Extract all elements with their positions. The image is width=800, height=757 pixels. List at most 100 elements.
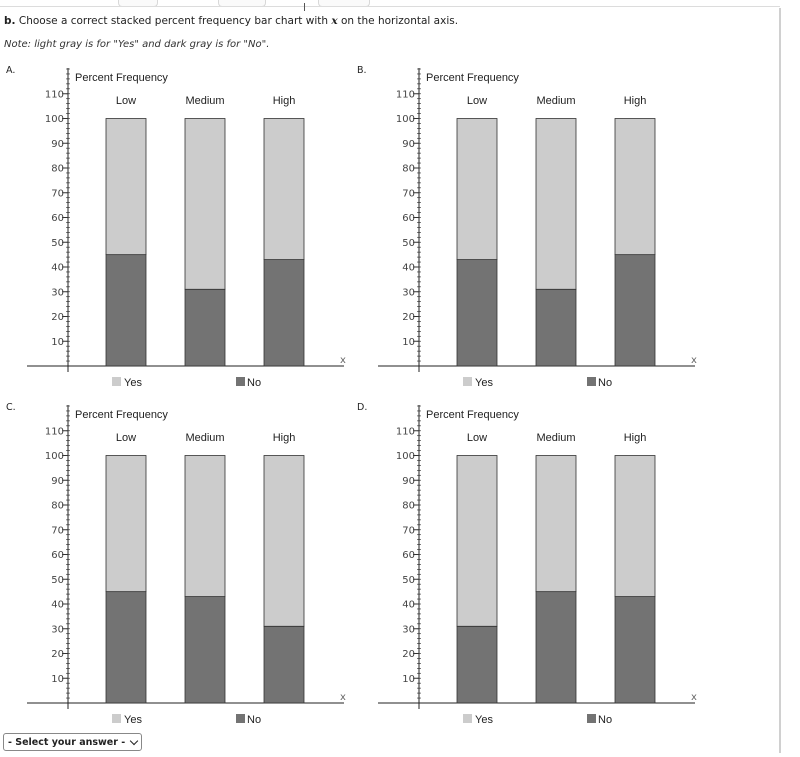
- category-label: Medium: [536, 432, 575, 444]
- y-tick-label: 30: [51, 287, 64, 298]
- y-tick-label: 90: [51, 139, 64, 150]
- legend-no-swatch: [236, 714, 245, 723]
- legend-yes-label: Yes: [475, 377, 493, 389]
- y-tick-label: 80: [402, 501, 415, 512]
- right-divider: [779, 8, 781, 753]
- chart-svg: D. Percent Frequency 10 20 30 40 50 60 70 80 90 100…: [357, 402, 697, 726]
- bar-no: [263, 259, 305, 367]
- top-divider: [0, 6, 780, 7]
- chart-svg: A. Percent Frequency 10 20 30 40 50 60 70 80 90 100…: [6, 65, 346, 389]
- chart-option-b: B. Percent Frequency 10 20 30 40 50 60 70 80 90 100…: [351, 62, 701, 394]
- bar-no: [105, 591, 147, 704]
- answer-select[interactable]: - Select your answer -: [3, 733, 143, 751]
- y-tick-label: 30: [402, 624, 415, 635]
- category-label: Medium: [185, 432, 224, 444]
- y-tick-label: 110: [45, 426, 64, 437]
- category-label: Low: [467, 432, 487, 444]
- y-tick-label: 100: [396, 114, 415, 125]
- option-letter: B.: [357, 65, 367, 76]
- legend-no-label: No: [247, 714, 261, 726]
- category-label: Medium: [536, 95, 575, 107]
- category-label: Low: [116, 95, 136, 107]
- y-tick-label: 100: [45, 114, 64, 125]
- y-tick-label: 50: [51, 238, 64, 249]
- question-variable: x: [331, 15, 338, 27]
- legend-no-label: No: [247, 377, 261, 389]
- question-part: b.: [4, 15, 16, 27]
- category-label: High: [273, 95, 296, 107]
- y-tick-label: 90: [402, 139, 415, 150]
- category-label: Low: [467, 95, 487, 107]
- category-label: High: [273, 432, 296, 444]
- y-tick-label: 10: [402, 337, 415, 348]
- legend-yes-swatch: [463, 377, 472, 386]
- x-axis-label: x: [691, 692, 697, 703]
- question-text: b. Choose a correct stacked percent freq…: [4, 15, 458, 27]
- category-label: High: [624, 432, 647, 444]
- bar-no: [535, 288, 577, 367]
- y-tick-label: 100: [45, 451, 64, 462]
- y-tick-label: 110: [396, 89, 415, 100]
- x-axis-label: x: [340, 692, 346, 703]
- y-tick-label: 10: [51, 337, 64, 348]
- y-tick-label: 40: [51, 600, 64, 611]
- legend-yes-swatch: [112, 377, 121, 386]
- note-text: Note: light gray is for "Yes" and dark g…: [4, 39, 270, 50]
- bar-yes: [105, 118, 147, 256]
- y-tick-label: 80: [51, 164, 64, 175]
- y-tick-label: 90: [402, 476, 415, 487]
- axis-title: Percent Frequency: [75, 72, 168, 84]
- option-letter: C.: [6, 402, 16, 413]
- option-letter: A.: [6, 65, 15, 76]
- category-label: Medium: [185, 95, 224, 107]
- y-tick-label: 70: [402, 525, 415, 536]
- bar-yes: [535, 118, 577, 290]
- y-tick-label: 30: [51, 624, 64, 635]
- x-axis-label: x: [691, 355, 697, 366]
- bar-no: [456, 625, 498, 704]
- legend-yes-label: Yes: [475, 714, 493, 726]
- bar-no: [184, 596, 226, 704]
- y-tick-label: 70: [51, 188, 64, 199]
- y-tick-label: 10: [51, 674, 64, 685]
- legend-no-swatch: [587, 377, 596, 386]
- legend-yes-swatch: [463, 714, 472, 723]
- y-tick-label: 60: [51, 550, 64, 561]
- chart-svg: C. Percent Frequency 10 20 30 40 50 60 70 80 90 100…: [6, 402, 346, 726]
- question-text-after: on the horizontal axis.: [340, 15, 459, 27]
- bar-no: [105, 254, 147, 367]
- legend-no-label: No: [598, 377, 612, 389]
- bar-no: [263, 625, 305, 704]
- y-tick-label: 40: [402, 263, 415, 274]
- y-tick-label: 50: [402, 575, 415, 586]
- bar-yes: [263, 455, 305, 627]
- axis-title: Percent Frequency: [426, 409, 519, 421]
- legend-no-label: No: [598, 714, 612, 726]
- chart-option-c: C. Percent Frequency 10 20 30 40 50 60 70 80 90 100…: [0, 399, 350, 731]
- y-tick-label: 60: [402, 213, 415, 224]
- y-tick-label: 110: [396, 426, 415, 437]
- bar-yes: [614, 455, 656, 597]
- chevron-down-icon: [129, 736, 139, 745]
- y-tick-label: 10: [402, 674, 415, 685]
- y-tick-label: 20: [402, 649, 415, 660]
- bar-no: [614, 596, 656, 704]
- bar-yes: [535, 455, 577, 593]
- bar-yes: [105, 455, 147, 593]
- bar-no: [614, 254, 656, 367]
- legend-yes-label: Yes: [124, 377, 142, 389]
- bar-no: [456, 259, 498, 367]
- y-tick-label: 110: [45, 89, 64, 100]
- y-tick-label: 90: [51, 476, 64, 487]
- y-tick-label: 70: [51, 525, 64, 536]
- y-tick-label: 20: [51, 312, 64, 323]
- cursor-mark: [304, 3, 305, 11]
- chart-svg: B. Percent Frequency 10 20 30 40 50 60 70 80 90 100…: [357, 65, 697, 389]
- y-tick-label: 20: [51, 649, 64, 660]
- y-tick-label: 40: [51, 263, 64, 274]
- y-tick-label: 30: [402, 287, 415, 298]
- option-letter: D.: [357, 402, 367, 413]
- y-tick-label: 40: [402, 600, 415, 611]
- axis-title: Percent Frequency: [75, 409, 168, 421]
- legend-no-swatch: [587, 714, 596, 723]
